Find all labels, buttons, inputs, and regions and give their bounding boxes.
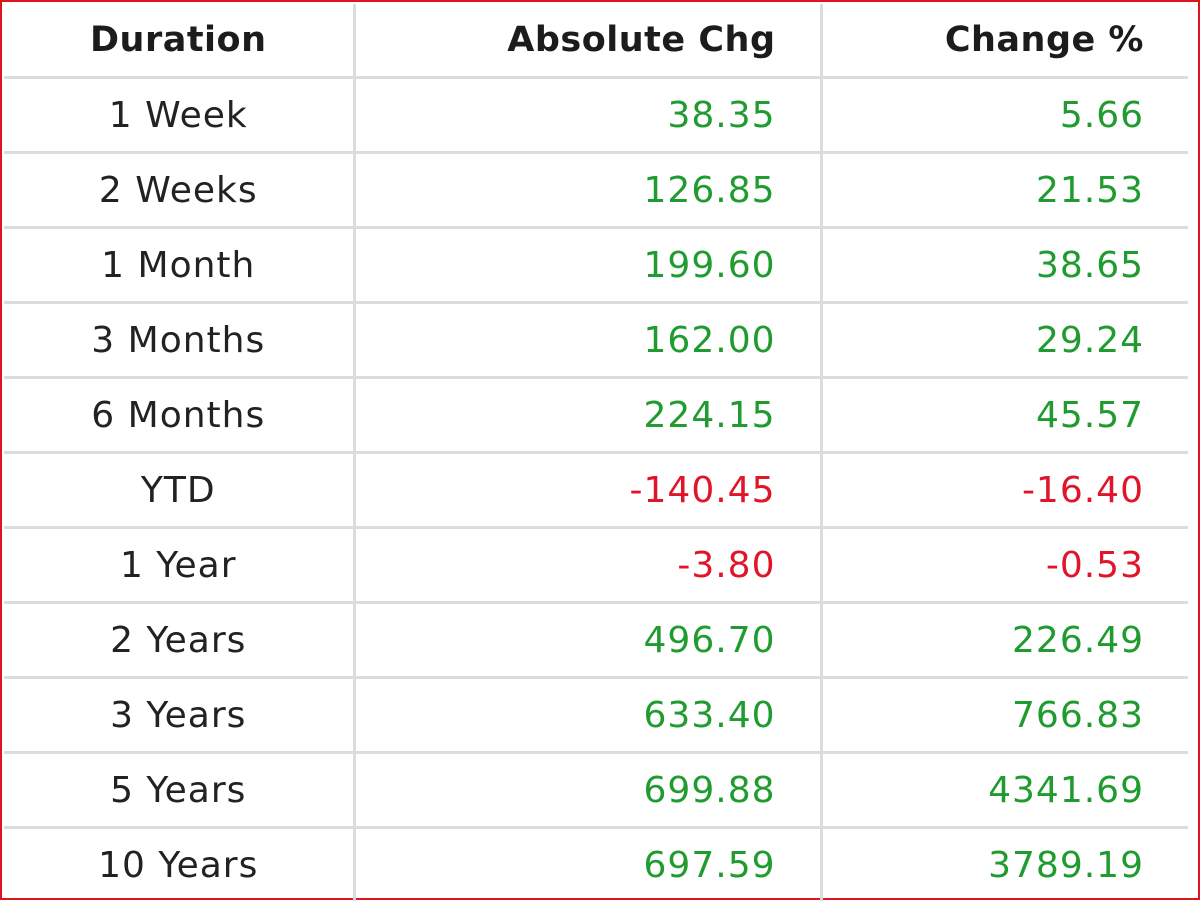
absolute-change-cell: -3.80 [354,528,821,603]
duration-cell: 3 Months [4,303,354,378]
duration-cell: 2 Weeks [4,153,354,228]
duration-cell: 3 Years [4,678,354,753]
duration-cell: YTD [4,453,354,528]
duration-cell: 5 Years [4,753,354,828]
duration-cell: 6 Months [4,378,354,453]
table-row: 2 Years 496.70 226.49 [4,603,1188,678]
absolute-change-cell: 699.88 [354,753,821,828]
table-row: 1 Year -3.80 -0.53 [4,528,1188,603]
absolute-change-cell: 697.59 [354,828,821,901]
change-percent-cell: 45.57 [821,378,1188,453]
change-percent-cell: -16.40 [821,453,1188,528]
duration-cell: 1 Year [4,528,354,603]
absolute-change-cell: 633.40 [354,678,821,753]
change-percent-cell: 766.83 [821,678,1188,753]
table-row: 3 Years 633.40 766.83 [4,678,1188,753]
table-row: 10 Years 697.59 3789.19 [4,828,1188,901]
absolute-change-cell: 126.85 [354,153,821,228]
column-header-duration: Duration [4,4,354,78]
duration-cell: 10 Years [4,828,354,901]
table-row: 1 Month 199.60 38.65 [4,228,1188,303]
change-percent-cell: 3789.19 [821,828,1188,901]
change-percent-cell: 4341.69 [821,753,1188,828]
table-row: 2 Weeks 126.85 21.53 [4,153,1188,228]
table-row: 3 Months 162.00 29.24 [4,303,1188,378]
table-row: 5 Years 699.88 4341.69 [4,753,1188,828]
returns-table: Duration Absolute Chg Change % 1 Week 38… [4,4,1188,901]
table-header-row: Duration Absolute Chg Change % [4,4,1188,78]
absolute-change-cell: 199.60 [354,228,821,303]
change-percent-cell: 38.65 [821,228,1188,303]
column-header-change-percent: Change % [821,4,1188,78]
absolute-change-cell: 224.15 [354,378,821,453]
change-percent-cell: 29.24 [821,303,1188,378]
duration-cell: 1 Month [4,228,354,303]
table-row: 6 Months 224.15 45.57 [4,378,1188,453]
change-percent-cell: 21.53 [821,153,1188,228]
absolute-change-cell: 38.35 [354,78,821,153]
duration-cell: 1 Week [4,78,354,153]
column-header-absolute-chg: Absolute Chg [354,4,821,78]
table-row: YTD -140.45 -16.40 [4,453,1188,528]
change-percent-cell: 5.66 [821,78,1188,153]
absolute-change-cell: 162.00 [354,303,821,378]
absolute-change-cell: 496.70 [354,603,821,678]
duration-cell: 2 Years [4,603,354,678]
change-percent-cell: 226.49 [821,603,1188,678]
absolute-change-cell: -140.45 [354,453,821,528]
table-row: 1 Week 38.35 5.66 [4,78,1188,153]
change-percent-cell: -0.53 [821,528,1188,603]
